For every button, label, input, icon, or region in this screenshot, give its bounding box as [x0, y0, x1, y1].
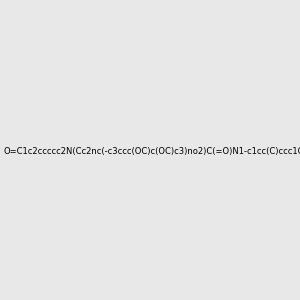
Text: O=C1c2ccccc2N(Cc2nc(-c3ccc(OC)c(OC)c3)no2)C(=O)N1-c1cc(C)ccc1C: O=C1c2ccccc2N(Cc2nc(-c3ccc(OC)c(OC)c3)no… — [4, 147, 300, 156]
